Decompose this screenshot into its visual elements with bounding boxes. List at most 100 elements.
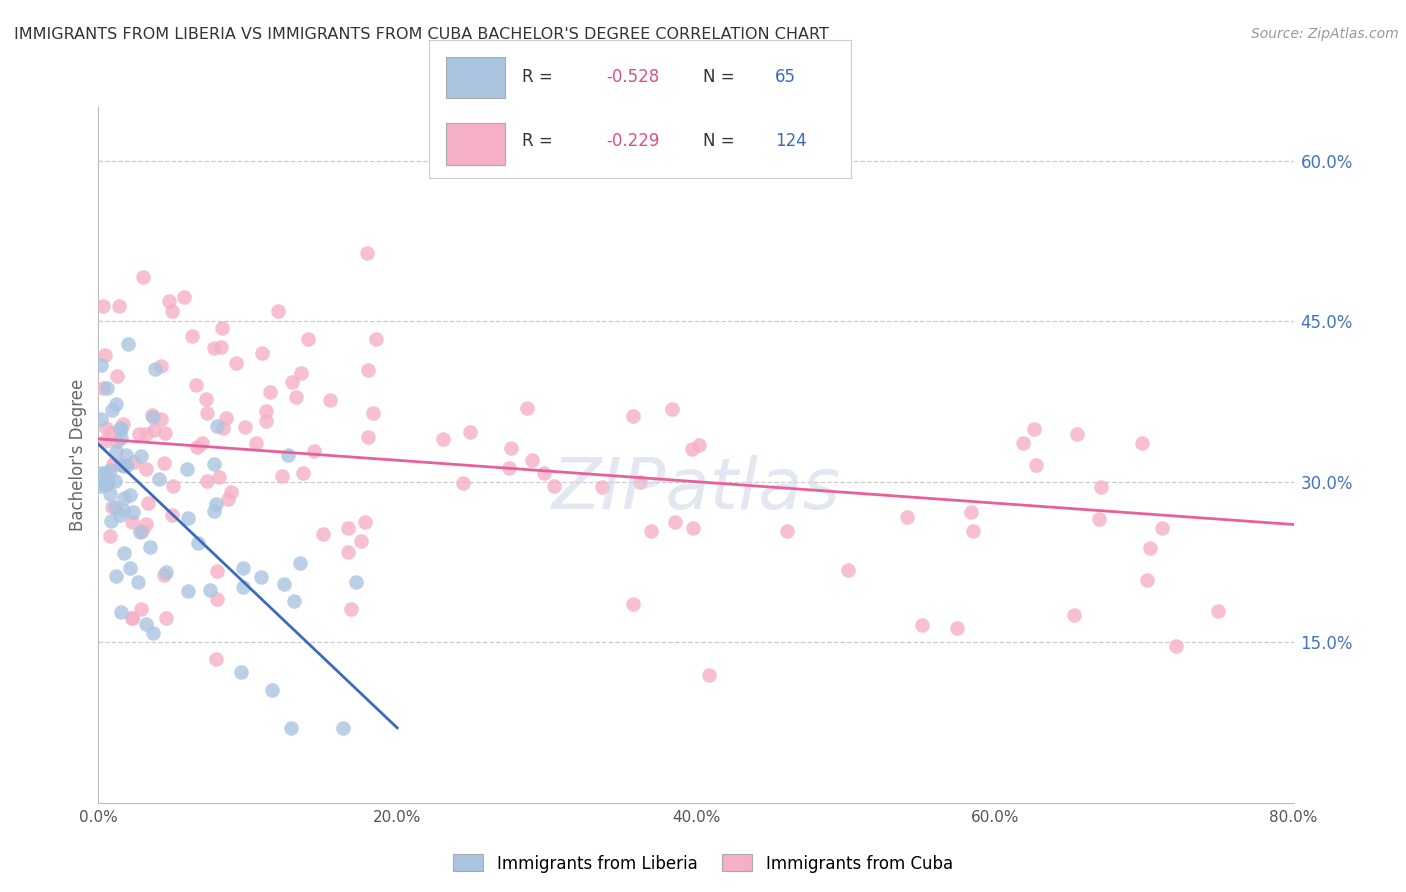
Point xyxy=(688,438,710,452)
Point xyxy=(280,375,302,389)
Point xyxy=(1088,512,1111,526)
Point xyxy=(277,448,299,462)
Point xyxy=(100,514,122,528)
Point xyxy=(135,461,157,475)
Point xyxy=(946,621,969,635)
Point xyxy=(108,421,131,435)
Point xyxy=(107,368,129,383)
Point xyxy=(142,423,165,437)
Point xyxy=(195,392,218,407)
Point xyxy=(336,545,359,559)
Legend: Immigrants from Liberia, Immigrants from Cuba: Immigrants from Liberia, Immigrants from… xyxy=(447,847,959,880)
Point xyxy=(157,293,180,308)
Point xyxy=(233,420,256,434)
Point xyxy=(121,515,143,529)
Point xyxy=(357,362,380,376)
Point xyxy=(142,409,165,424)
Point xyxy=(90,412,112,426)
Point xyxy=(302,444,325,458)
Point xyxy=(205,497,228,511)
Point xyxy=(100,463,122,477)
Point xyxy=(176,462,198,476)
Point xyxy=(118,488,141,502)
Point xyxy=(896,510,918,524)
Point xyxy=(522,452,544,467)
Text: IMMIGRANTS FROM LIBERIA VS IMMIGRANTS FROM CUBA BACHELOR'S DEGREE CORRELATION CH: IMMIGRANTS FROM LIBERIA VS IMMIGRANTS FR… xyxy=(14,27,830,42)
Point xyxy=(353,515,375,529)
Point xyxy=(356,245,378,260)
Point xyxy=(217,491,239,506)
Point xyxy=(259,384,281,399)
Point xyxy=(110,422,132,436)
Point xyxy=(117,458,139,472)
Point xyxy=(128,426,150,441)
Point xyxy=(232,580,254,594)
Point xyxy=(184,377,207,392)
Point xyxy=(150,412,173,426)
Point xyxy=(105,569,128,583)
Point xyxy=(350,534,373,549)
Text: Source: ZipAtlas.com: Source: ZipAtlas.com xyxy=(1251,27,1399,41)
Point xyxy=(1025,458,1047,472)
Point xyxy=(211,340,233,354)
Point xyxy=(332,721,354,735)
Point xyxy=(211,421,233,435)
Point xyxy=(160,304,183,318)
Point xyxy=(640,524,662,539)
Point xyxy=(91,299,114,313)
Point xyxy=(215,410,238,425)
Point xyxy=(273,577,295,591)
Point xyxy=(202,504,225,518)
Point xyxy=(90,479,112,493)
Point xyxy=(283,593,305,607)
Point xyxy=(96,466,118,480)
Point xyxy=(96,477,118,491)
Point xyxy=(100,425,122,440)
Point xyxy=(207,419,229,434)
Point xyxy=(90,358,112,372)
Point xyxy=(312,527,335,541)
Point xyxy=(108,457,131,471)
Point xyxy=(91,382,114,396)
Point xyxy=(110,432,132,446)
Point xyxy=(267,304,290,318)
Point xyxy=(1150,521,1173,535)
Point xyxy=(340,602,363,616)
Point xyxy=(837,563,859,577)
Point xyxy=(245,435,267,450)
Point xyxy=(498,461,520,475)
Point xyxy=(136,496,159,510)
Point xyxy=(682,521,704,535)
Point xyxy=(94,434,117,449)
Point xyxy=(96,381,118,395)
Point xyxy=(344,574,367,589)
Point xyxy=(135,426,157,441)
Point xyxy=(628,475,651,490)
Point xyxy=(105,434,128,448)
Point xyxy=(108,300,131,314)
Point xyxy=(1022,422,1045,436)
Point xyxy=(458,425,481,440)
Point xyxy=(155,425,177,440)
Point xyxy=(202,457,225,471)
Point xyxy=(139,540,162,554)
Point xyxy=(664,516,686,530)
Point xyxy=(1136,573,1159,587)
Point xyxy=(1139,541,1161,556)
Point xyxy=(911,617,934,632)
Point xyxy=(271,469,294,483)
Point xyxy=(232,560,254,574)
Point xyxy=(697,668,720,682)
Point xyxy=(191,435,214,450)
Point xyxy=(1066,426,1088,441)
Point xyxy=(132,269,155,284)
Point xyxy=(108,508,131,523)
Point xyxy=(291,466,314,480)
Point xyxy=(205,564,228,578)
Point xyxy=(501,442,523,456)
Point xyxy=(93,476,115,491)
Point xyxy=(516,401,538,415)
Point xyxy=(319,393,342,408)
Point xyxy=(284,390,307,404)
Point xyxy=(104,500,127,514)
